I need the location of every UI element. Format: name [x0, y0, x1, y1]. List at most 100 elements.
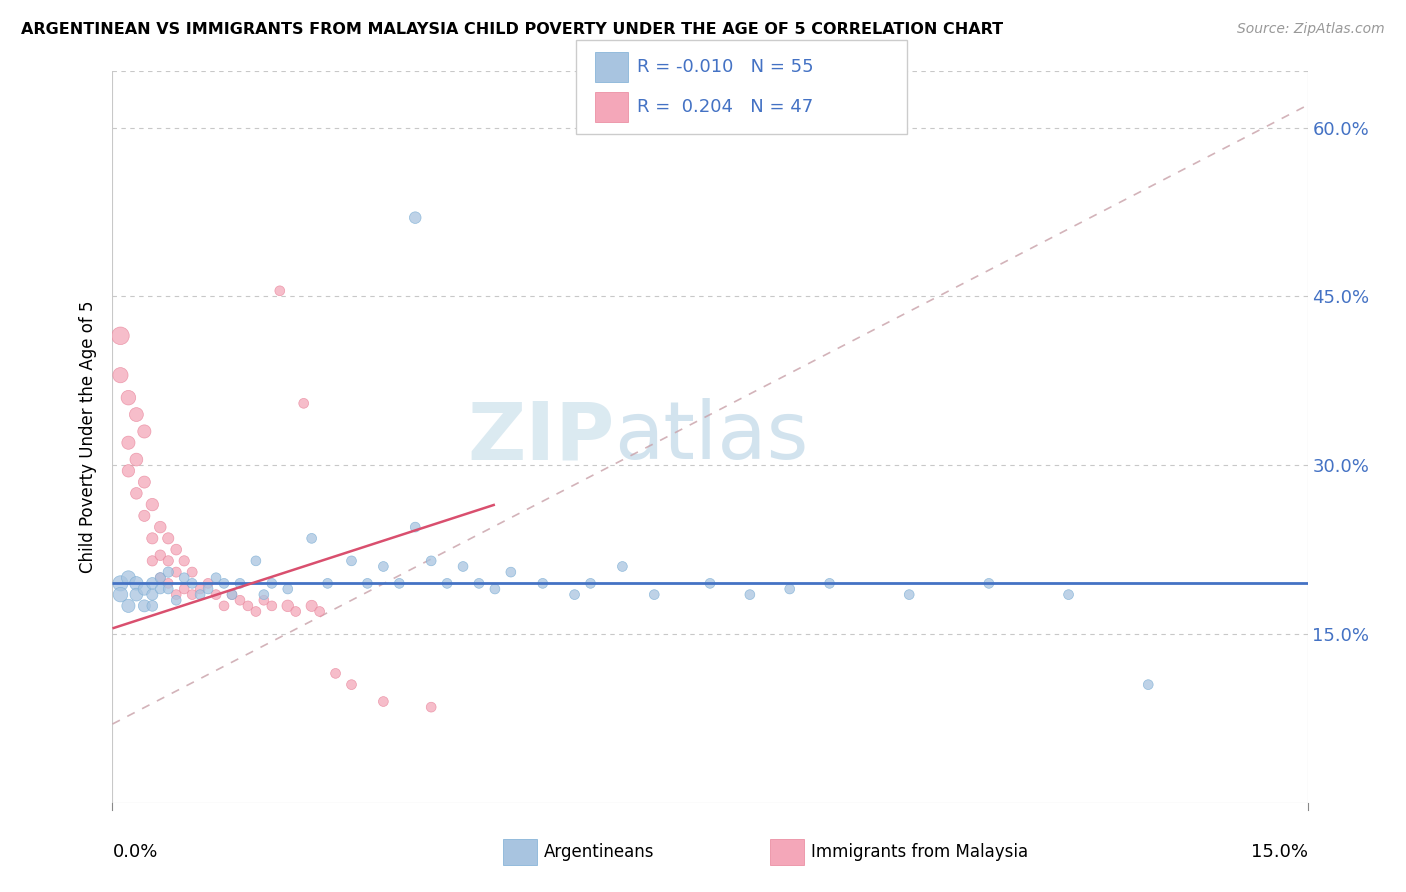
- Point: [531, 576, 554, 591]
- Text: 0.0%: 0.0%: [112, 843, 157, 861]
- Point: [181, 588, 204, 602]
- Text: Immigrants from Malaysia: Immigrants from Malaysia: [811, 843, 1028, 861]
- Point: [284, 605, 307, 619]
- Text: R = -0.010   N = 55: R = -0.010 N = 55: [637, 58, 814, 76]
- Point: [612, 559, 634, 574]
- Point: [373, 559, 395, 574]
- Point: [977, 576, 1000, 591]
- Point: [117, 599, 139, 613]
- Point: [1137, 678, 1160, 692]
- Point: [134, 599, 156, 613]
- Point: [125, 576, 148, 591]
- Point: [110, 588, 132, 602]
- Point: [340, 678, 363, 692]
- Point: [117, 571, 139, 585]
- Point: [181, 576, 204, 591]
- Point: [188, 588, 211, 602]
- Text: Source: ZipAtlas.com: Source: ZipAtlas.com: [1237, 22, 1385, 37]
- Point: [134, 425, 156, 439]
- Point: [229, 593, 252, 607]
- Point: [404, 211, 426, 225]
- Point: [149, 571, 172, 585]
- Point: [149, 582, 172, 596]
- Text: atlas: atlas: [614, 398, 808, 476]
- Point: [125, 408, 148, 422]
- Point: [165, 565, 187, 579]
- Point: [181, 565, 204, 579]
- Point: [157, 576, 180, 591]
- Point: [245, 605, 267, 619]
- Point: [818, 576, 841, 591]
- Point: [125, 588, 148, 602]
- Point: [221, 588, 243, 602]
- Point: [245, 554, 267, 568]
- Point: [134, 475, 156, 489]
- Point: [141, 532, 163, 546]
- Point: [149, 571, 172, 585]
- Point: [356, 576, 378, 591]
- Point: [316, 576, 339, 591]
- Point: [205, 571, 228, 585]
- Point: [420, 700, 443, 714]
- Point: [125, 452, 148, 467]
- Point: [484, 582, 506, 596]
- Point: [404, 520, 426, 534]
- Point: [277, 599, 299, 613]
- Text: Argentineans: Argentineans: [544, 843, 655, 861]
- Point: [157, 565, 180, 579]
- Point: [188, 582, 211, 596]
- Point: [165, 542, 187, 557]
- Point: [451, 559, 474, 574]
- Point: [468, 576, 491, 591]
- Point: [292, 396, 315, 410]
- Point: [125, 486, 148, 500]
- Point: [197, 576, 219, 591]
- Text: R =  0.204   N = 47: R = 0.204 N = 47: [637, 98, 813, 116]
- Point: [165, 588, 187, 602]
- Point: [260, 599, 283, 613]
- Point: [117, 464, 139, 478]
- Point: [236, 599, 259, 613]
- Point: [436, 576, 458, 591]
- Point: [325, 666, 347, 681]
- Point: [699, 576, 721, 591]
- Point: [221, 588, 243, 602]
- Point: [340, 554, 363, 568]
- Point: [141, 588, 163, 602]
- Point: [141, 498, 163, 512]
- Point: [277, 582, 299, 596]
- Point: [141, 599, 163, 613]
- Point: [308, 605, 330, 619]
- Point: [643, 588, 665, 602]
- Point: [110, 328, 132, 343]
- Point: [110, 368, 132, 383]
- Point: [388, 576, 411, 591]
- Point: [173, 554, 195, 568]
- Point: [779, 582, 801, 596]
- Point: [173, 582, 195, 596]
- Point: [117, 435, 139, 450]
- Point: [420, 554, 443, 568]
- Point: [205, 588, 228, 602]
- Point: [373, 694, 395, 708]
- Point: [212, 576, 235, 591]
- Point: [117, 391, 139, 405]
- Point: [564, 588, 586, 602]
- Y-axis label: Child Poverty Under the Age of 5: Child Poverty Under the Age of 5: [79, 301, 97, 574]
- Point: [165, 593, 187, 607]
- Point: [738, 588, 761, 602]
- Point: [110, 576, 132, 591]
- Point: [253, 593, 276, 607]
- Point: [301, 599, 323, 613]
- Point: [212, 599, 235, 613]
- Point: [173, 571, 195, 585]
- Point: [898, 588, 921, 602]
- Point: [260, 576, 283, 591]
- Point: [499, 565, 522, 579]
- Point: [149, 520, 172, 534]
- Point: [197, 582, 219, 596]
- Text: 15.0%: 15.0%: [1250, 843, 1308, 861]
- Point: [1057, 588, 1080, 602]
- Point: [301, 532, 323, 546]
- Point: [134, 582, 156, 596]
